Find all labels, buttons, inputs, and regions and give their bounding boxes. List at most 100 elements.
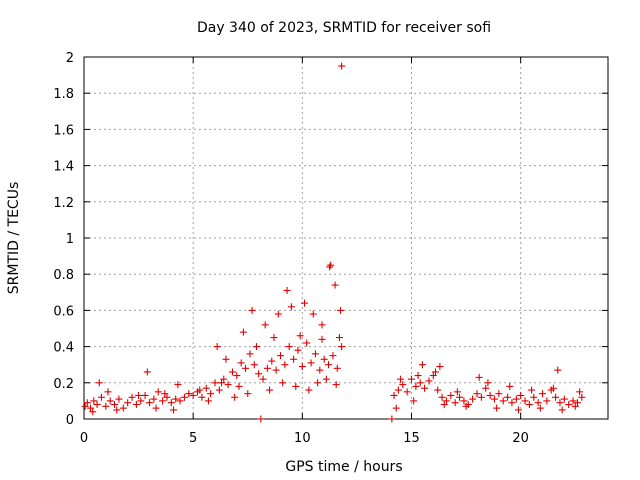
data-point — [115, 395, 123, 403]
data-point — [403, 388, 411, 396]
data-point — [549, 384, 557, 392]
data-point — [185, 390, 193, 398]
axis-ticks — [83, 56, 608, 420]
data-point — [504, 393, 512, 401]
data-point — [436, 363, 444, 371]
data-point — [475, 373, 483, 381]
data-point — [484, 379, 492, 387]
data-point — [399, 381, 407, 389]
data-point — [322, 375, 330, 383]
data-point — [578, 393, 586, 401]
data-point — [202, 384, 210, 392]
data-point — [277, 352, 284, 360]
data-point — [215, 386, 223, 394]
data-point — [235, 382, 243, 390]
data-point — [569, 397, 577, 405]
data-point — [83, 399, 91, 407]
y-tick-labels: 0 0.2 0.4 0.6 0.8 1 1.2 1.4 1.6 1.8 2 — [53, 51, 74, 428]
data-point — [89, 408, 97, 416]
data-point — [536, 404, 544, 412]
data-point — [248, 306, 256, 314]
data-point — [176, 397, 184, 405]
data-point — [239, 328, 247, 336]
data-point — [132, 401, 140, 409]
data-point — [508, 399, 516, 407]
data-point — [314, 379, 322, 387]
y-tick-label: 0.6 — [53, 304, 74, 319]
data-point — [283, 286, 291, 294]
data-point — [332, 381, 340, 389]
data-point — [150, 395, 158, 403]
data-point — [326, 263, 334, 271]
data-point — [222, 355, 230, 363]
data-point — [301, 299, 309, 307]
data-point — [451, 399, 459, 407]
y-tick-label: 1.8 — [53, 87, 74, 102]
data-point — [477, 393, 485, 401]
y-tick-label: 2 — [66, 51, 74, 66]
data-point — [159, 397, 167, 405]
y-tick-label: 0.8 — [53, 268, 74, 283]
data-point — [394, 386, 402, 394]
data-point — [390, 391, 398, 399]
data-point — [213, 343, 221, 351]
data-point — [294, 346, 302, 354]
data-point — [143, 368, 151, 376]
data-point — [442, 397, 450, 405]
data-point — [87, 404, 95, 412]
data-point — [135, 391, 143, 399]
data-points — [81, 62, 586, 423]
data-point — [218, 379, 226, 387]
y-tick-label: 0 — [66, 413, 74, 428]
data-point — [93, 401, 101, 409]
data-point — [305, 386, 313, 394]
data-point — [204, 397, 212, 405]
data-point — [146, 399, 153, 407]
data-point — [438, 393, 446, 401]
data-point — [539, 390, 546, 398]
data-point — [408, 375, 415, 383]
grid-lines — [84, 57, 608, 419]
data-point — [320, 355, 328, 363]
data-point — [576, 388, 584, 396]
data-point — [418, 361, 426, 369]
data-point — [316, 366, 324, 374]
data-point — [263, 364, 271, 372]
x-tick-label: 20 — [512, 431, 529, 446]
data-point — [244, 390, 252, 398]
data-point — [285, 343, 293, 351]
data-point — [111, 401, 119, 409]
data-point — [421, 384, 429, 392]
data-point — [565, 401, 573, 409]
data-point — [274, 310, 282, 318]
data-point — [257, 415, 265, 423]
data-point — [207, 390, 215, 398]
data-point — [154, 388, 162, 396]
x-axis-label: GPS time / hours — [285, 459, 402, 475]
data-point — [414, 372, 422, 380]
data-point — [528, 386, 536, 394]
data-point — [525, 401, 533, 409]
data-point — [338, 343, 346, 351]
data-point — [530, 393, 538, 401]
data-point — [97, 393, 105, 401]
data-point — [307, 359, 315, 367]
data-point — [318, 321, 326, 329]
data-point — [397, 375, 405, 383]
data-point — [556, 399, 564, 407]
data-point — [447, 391, 455, 399]
data-point — [325, 361, 333, 369]
data-point — [499, 397, 507, 405]
data-point — [255, 370, 263, 378]
x-tick-label: 5 — [189, 431, 197, 446]
data-point — [560, 395, 568, 403]
data-point — [462, 402, 470, 410]
data-point — [460, 397, 468, 405]
data-point — [318, 335, 326, 343]
data-point — [327, 261, 335, 269]
data-point — [521, 397, 529, 405]
data-point — [335, 334, 343, 342]
data-point — [281, 361, 289, 369]
data-point — [298, 363, 306, 371]
y-tick-label: 1.4 — [53, 160, 74, 175]
